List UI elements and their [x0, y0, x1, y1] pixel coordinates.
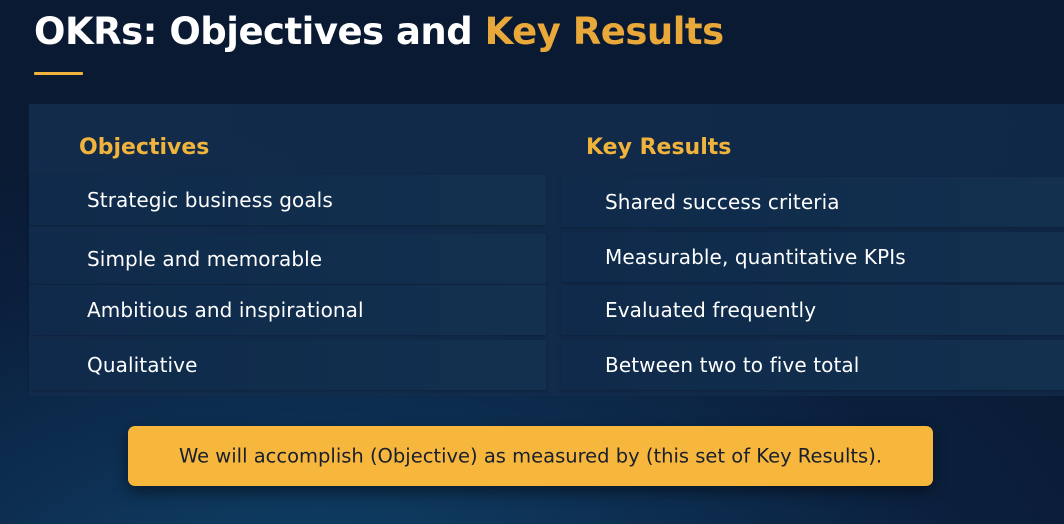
- objective-item: Ambitious and inspirational: [29, 285, 546, 335]
- objective-item: Qualitative: [29, 340, 546, 390]
- objective-item-label: Strategic business goals: [87, 188, 333, 212]
- objective-item-label: Simple and memorable: [87, 247, 323, 271]
- key-result-item-label: Between two to five total: [605, 353, 860, 377]
- slide-title-accent: Key Results: [484, 10, 724, 53]
- key-result-item-label: Measurable, quantitative KPIs: [605, 245, 906, 269]
- key-result-item: Shared success criteria: [561, 177, 1064, 227]
- slide-title: OKRs: Objectives and Key Results: [34, 8, 724, 56]
- title-underline: [34, 72, 83, 75]
- key-result-item-label: Evaluated frequently: [605, 298, 817, 322]
- key-result-item: Evaluated frequently: [561, 285, 1064, 335]
- slide-title-main: OKRs: Objectives and: [34, 10, 485, 53]
- key-result-item: Measurable, quantitative KPIs: [561, 232, 1064, 282]
- objective-item-label: Ambitious and inspirational: [87, 298, 364, 322]
- objectives-heading: Objectives: [79, 135, 210, 160]
- key-results-heading: Key Results: [586, 135, 732, 160]
- okr-formula-callout: We will accomplish (Objective) as measur…: [128, 426, 933, 486]
- key-result-item-label: Shared success criteria: [605, 190, 840, 214]
- key-result-item: Between two to five total: [561, 340, 1064, 390]
- objective-item-label: Qualitative: [87, 353, 198, 377]
- okr-formula-text: We will accomplish (Objective) as measur…: [178, 444, 883, 468]
- objective-item: Simple and memorable: [29, 234, 546, 284]
- objective-item: Strategic business goals: [29, 175, 546, 225]
